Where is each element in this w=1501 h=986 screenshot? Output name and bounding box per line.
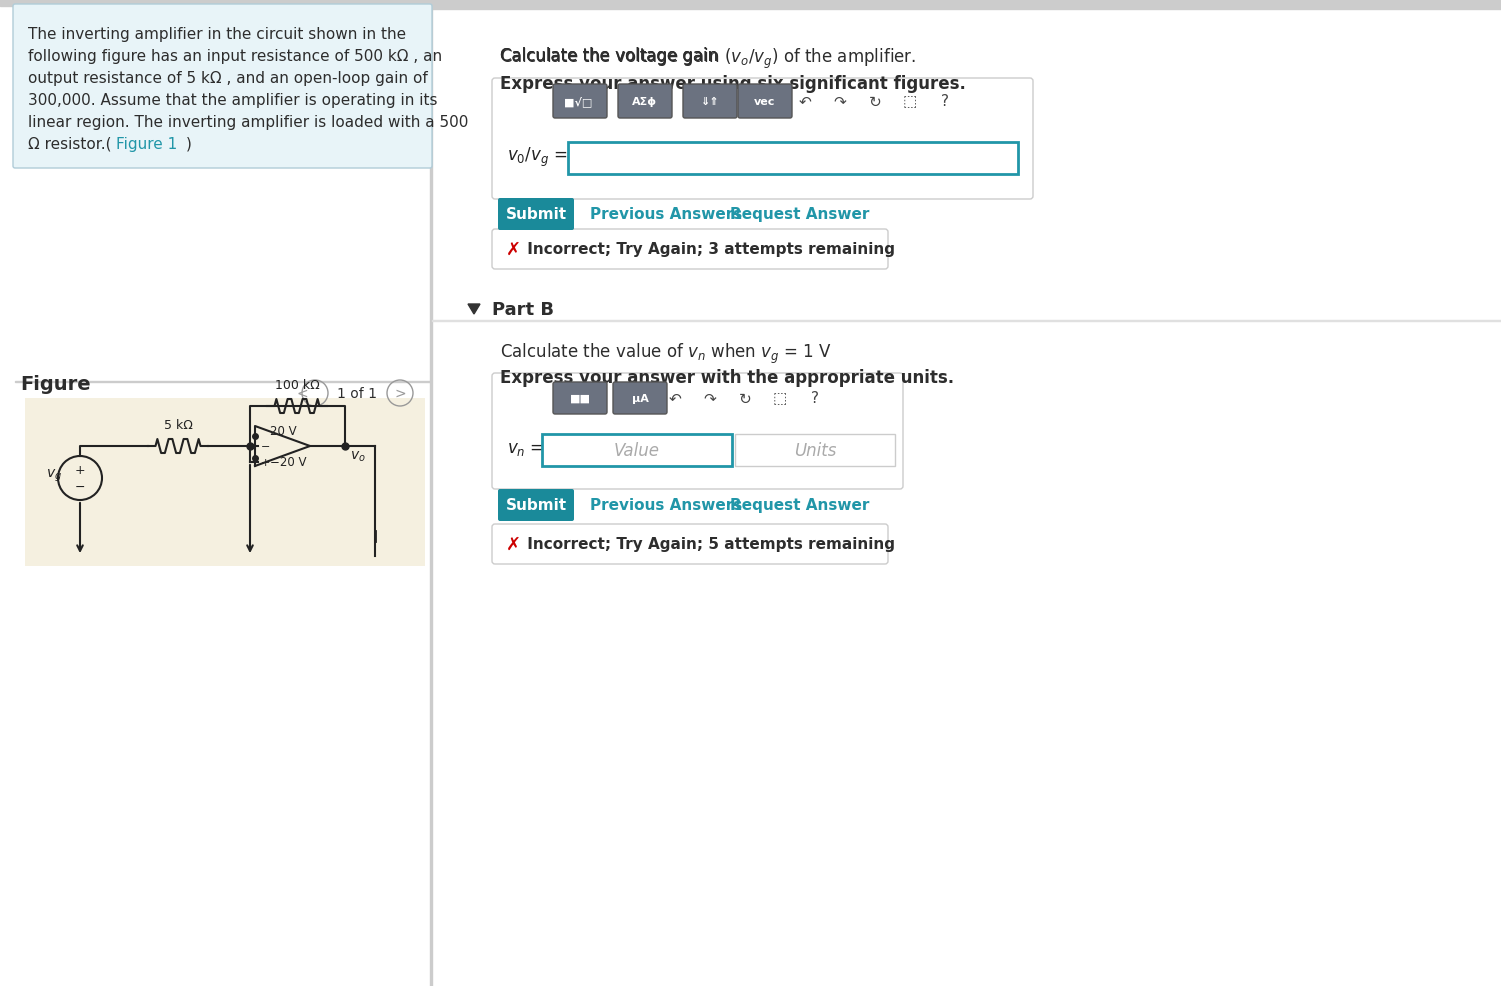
Text: ↷: ↷: [833, 95, 847, 109]
Text: The inverting amplifier in the circuit shown in the: The inverting amplifier in the circuit s…: [29, 27, 407, 42]
Text: −20 V: −20 V: [270, 457, 306, 469]
Text: $v_g$: $v_g$: [47, 467, 62, 484]
Bar: [15, 382, 429, 383]
Text: Incorrect; Try Again; 3 attempts remaining: Incorrect; Try Again; 3 attempts remaini…: [522, 243, 895, 257]
Bar: [0, 0, 1501, 7]
Text: Previous Answers: Previous Answers: [590, 207, 743, 222]
Text: Express your answer with the appropriate units.: Express your answer with the appropriate…: [500, 369, 955, 387]
Text: Calculate the voltage gain $(v_o/v_g)$ of the amplifier.: Calculate the voltage gain $(v_o/v_g)$ o…: [500, 47, 916, 71]
Text: +: +: [75, 464, 86, 477]
Text: <: <: [296, 387, 308, 400]
FancyBboxPatch shape: [612, 383, 666, 414]
Text: $v_o$: $v_o$: [350, 450, 366, 463]
Text: ■■: ■■: [569, 393, 590, 403]
Text: ⇓⇑: ⇓⇑: [701, 97, 719, 106]
Text: 100 kΩ: 100 kΩ: [275, 379, 320, 391]
FancyBboxPatch shape: [618, 85, 672, 119]
Text: Incorrect; Try Again; 5 attempts remaining: Incorrect; Try Again; 5 attempts remaini…: [522, 537, 895, 552]
FancyBboxPatch shape: [498, 199, 573, 231]
Text: Value: Value: [614, 442, 660, 459]
FancyBboxPatch shape: [492, 79, 1033, 200]
Text: Part B: Part B: [492, 301, 554, 318]
Text: Express your answer using six significant figures.: Express your answer using six significan…: [500, 75, 965, 93]
Text: μA: μA: [632, 393, 648, 403]
Bar: [26, 398, 425, 566]
Text: 20 V: 20 V: [270, 425, 297, 438]
Text: ↻: ↻: [869, 95, 881, 109]
Text: Calculate the voltage gain: Calculate the voltage gain: [500, 47, 723, 65]
Text: Previous Answers: Previous Answers: [590, 498, 743, 513]
FancyBboxPatch shape: [567, 143, 1018, 175]
Text: vec: vec: [755, 97, 776, 106]
Text: −: −: [261, 442, 270, 452]
Text: ↶: ↶: [799, 95, 812, 109]
Text: 1 of 1: 1 of 1: [338, 387, 377, 400]
Text: Calculate the value of $v_n$ when $v_g$ = 1 V: Calculate the value of $v_n$ when $v_g$ …: [500, 342, 832, 366]
FancyBboxPatch shape: [738, 85, 793, 119]
Text: ↶: ↶: [668, 391, 681, 406]
FancyBboxPatch shape: [552, 383, 606, 414]
Text: ■√□: ■√□: [564, 97, 596, 107]
Text: AΣϕ: AΣϕ: [632, 97, 657, 106]
FancyBboxPatch shape: [492, 230, 889, 270]
Text: Units: Units: [794, 442, 836, 459]
FancyBboxPatch shape: [492, 525, 889, 564]
Text: +: +: [261, 458, 270, 467]
FancyBboxPatch shape: [683, 85, 737, 119]
Text: output resistance of 5 kΩ , and an open-loop gain of: output resistance of 5 kΩ , and an open-…: [29, 71, 428, 86]
Text: −: −: [75, 480, 86, 493]
FancyBboxPatch shape: [14, 5, 432, 169]
Text: >: >: [395, 387, 405, 400]
Text: ?: ?: [941, 95, 949, 109]
Text: Submit: Submit: [506, 498, 566, 513]
Text: ↻: ↻: [738, 391, 752, 406]
Text: 300,000. Assume that the amplifier is operating in its: 300,000. Assume that the amplifier is op…: [29, 93, 437, 107]
Bar: [432, 7, 1501, 10]
FancyBboxPatch shape: [492, 374, 904, 489]
Text: Request Answer: Request Answer: [729, 207, 869, 222]
Text: ⬚: ⬚: [902, 95, 917, 109]
Text: ✗: ✗: [506, 241, 521, 258]
Text: $v_0/v_g$ =: $v_0/v_g$ =: [507, 145, 567, 169]
Text: ↷: ↷: [704, 391, 716, 406]
Text: $v_n$ =: $v_n$ =: [507, 440, 545, 458]
Text: linear region. The inverting amplifier is loaded with a 500: linear region. The inverting amplifier i…: [29, 115, 468, 130]
Text: 5 kΩ: 5 kΩ: [164, 419, 192, 432]
Text: ✗: ✗: [506, 535, 521, 553]
Text: ): ): [186, 137, 192, 152]
Text: following figure has an input resistance of 500 kΩ , an: following figure has an input resistance…: [29, 49, 443, 64]
Text: ?: ?: [811, 391, 820, 406]
Text: Calculate the voltage gain: Calculate the voltage gain: [500, 47, 723, 65]
Bar: [429, 0, 432, 986]
Text: ⬚: ⬚: [773, 391, 787, 406]
Text: Figure 1: Figure 1: [116, 137, 177, 152]
FancyBboxPatch shape: [542, 435, 732, 466]
Text: Request Answer: Request Answer: [729, 498, 869, 513]
Text: Ω resistor.(: Ω resistor.(: [29, 137, 111, 152]
Polygon shape: [468, 305, 480, 315]
Text: Figure: Figure: [20, 375, 90, 393]
FancyBboxPatch shape: [735, 435, 895, 466]
FancyBboxPatch shape: [552, 85, 606, 119]
FancyBboxPatch shape: [498, 489, 573, 522]
Bar: [432, 320, 1501, 321]
Text: Submit: Submit: [506, 207, 566, 222]
